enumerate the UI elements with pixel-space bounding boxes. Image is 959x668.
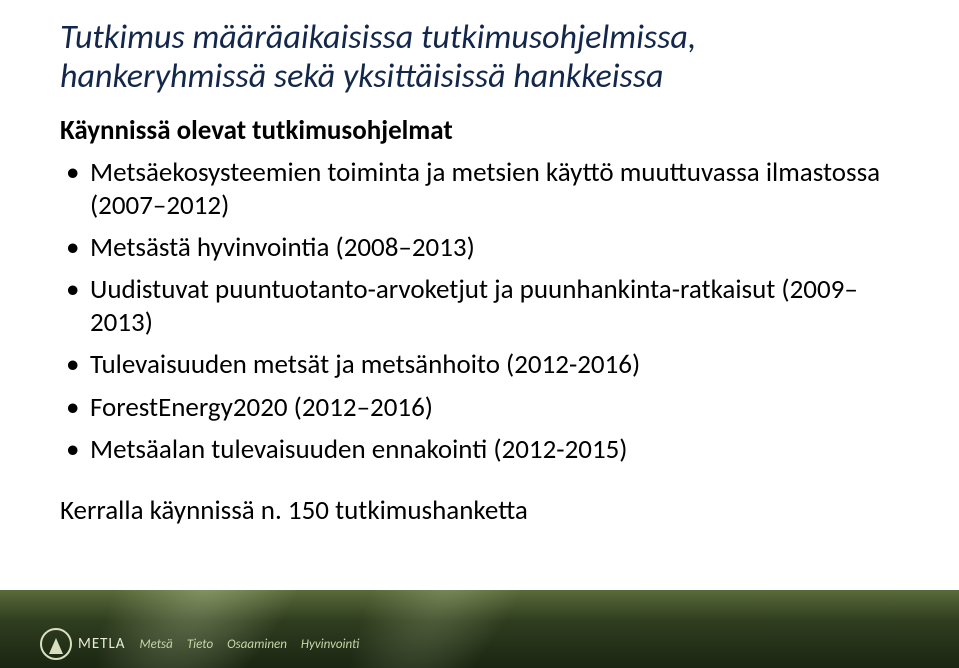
slide: Tutkimus määräaikaisissa tutkimusohjelmi… bbox=[0, 0, 959, 668]
logo-icon bbox=[40, 628, 72, 660]
list-item: Metsäekosysteemien toiminta ja metsien k… bbox=[60, 157, 909, 222]
title-line-2: hankeryhmissä sekä yksittäisissä hankkei… bbox=[60, 56, 664, 97]
footer-inner: METLA Metsä Tieto Osaaminen Hyvinvointi bbox=[40, 628, 359, 660]
tagline-word: Metsä bbox=[139, 637, 172, 652]
content-area: Tutkimus määräaikaisissa tutkimusohjelmi… bbox=[0, 0, 959, 590]
footer: METLA Metsä Tieto Osaaminen Hyvinvointi bbox=[0, 590, 959, 668]
logo: METLA bbox=[40, 628, 125, 660]
list-item: Uudistuvat puuntuotanto-arvoketjut ja pu… bbox=[60, 274, 909, 339]
list-item: Tulevaisuuden metsät ja metsänhoito (201… bbox=[60, 349, 909, 381]
closing-line: Kerralla käynnissä n. 150 tutkimushanket… bbox=[60, 494, 909, 527]
bullet-list: Metsäekosysteemien toiminta ja metsien k… bbox=[60, 157, 909, 466]
tagline-word: Tieto bbox=[187, 637, 213, 652]
title-line-1: Tutkimus määräaikaisissa tutkimusohjelmi… bbox=[60, 17, 696, 58]
slide-subtitle: Käynnissä olevat tutkimusohjelmat bbox=[60, 114, 909, 147]
slide-title: Tutkimus määräaikaisissa tutkimusohjelmi… bbox=[60, 18, 909, 96]
list-item: ForestEnergy2020 (2012–2016) bbox=[60, 392, 909, 424]
logo-text: METLA bbox=[78, 635, 125, 653]
tagline-word: Hyvinvointi bbox=[301, 637, 359, 652]
tagline-word: Osaaminen bbox=[227, 637, 287, 652]
footer-tagline: Metsä Tieto Osaaminen Hyvinvointi bbox=[139, 637, 359, 652]
list-item: Metsäalan tulevaisuuden ennakointi (2012… bbox=[60, 434, 909, 466]
list-item: Metsästä hyvinvointia (2008–2013) bbox=[60, 232, 909, 264]
